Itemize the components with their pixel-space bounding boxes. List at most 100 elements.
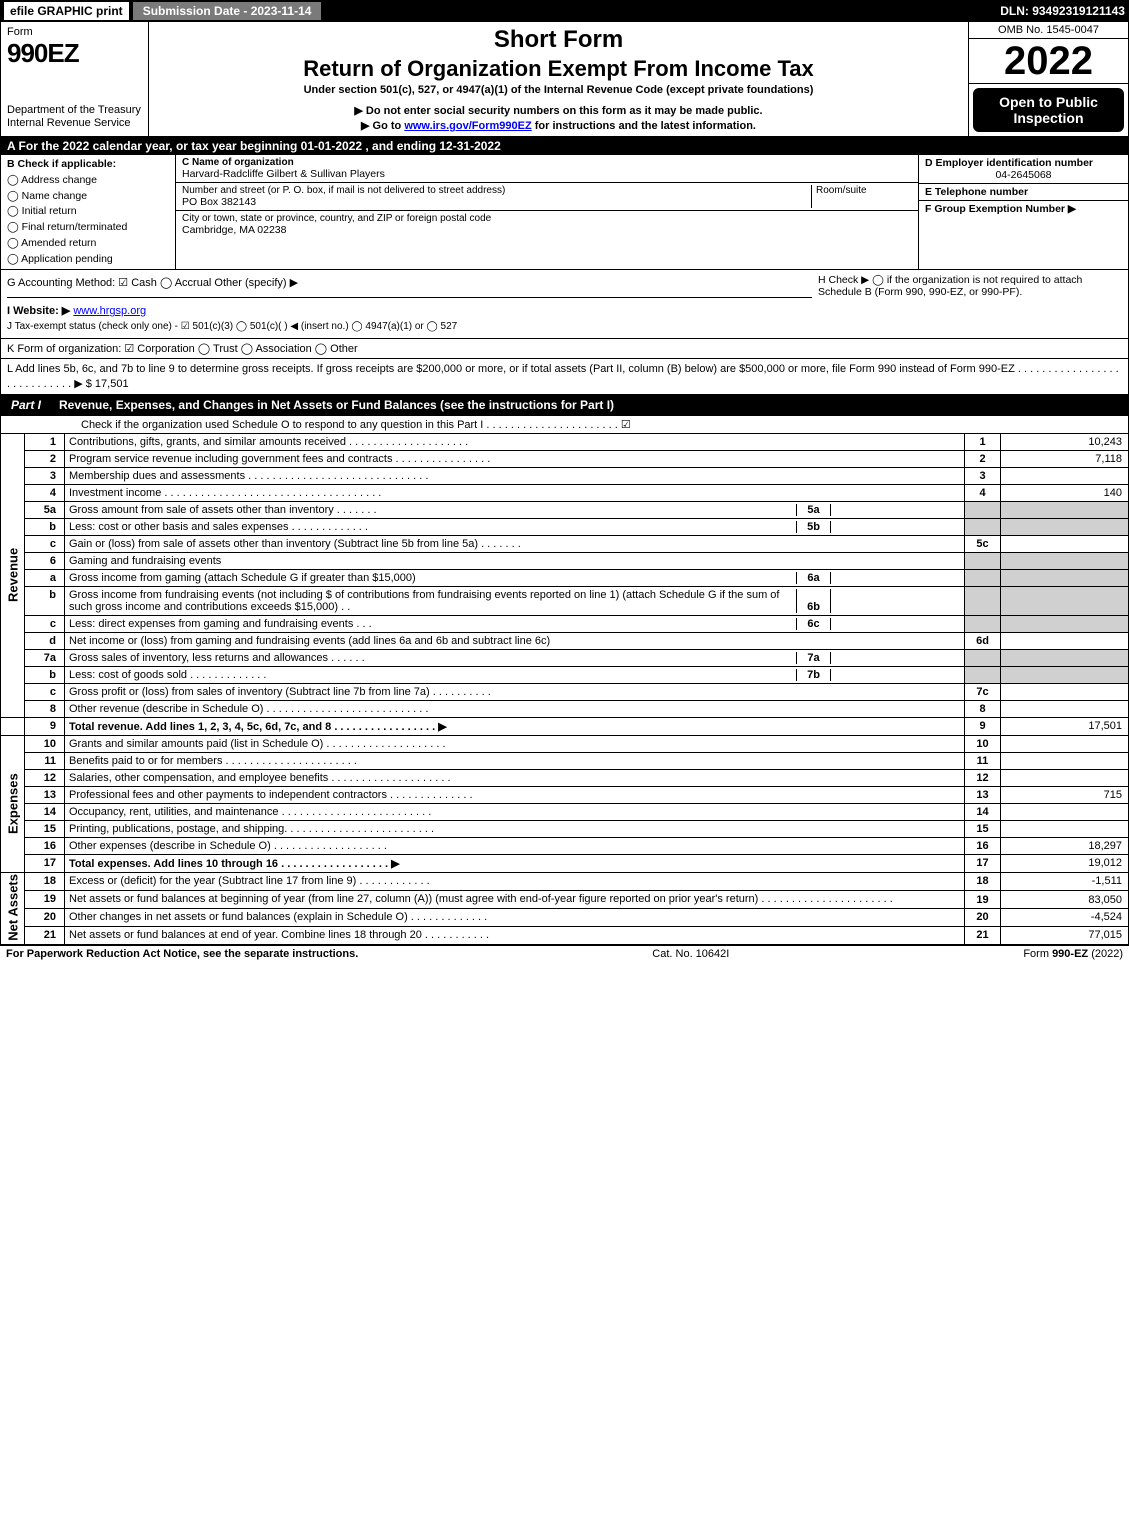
line-no: 11 — [25, 752, 65, 769]
line-val — [1001, 535, 1129, 552]
line-no: c — [25, 615, 65, 632]
line-desc: Gross amount from sale of assets other t… — [65, 501, 965, 518]
line-rn: 17 — [965, 854, 1001, 872]
line-rn: 11 — [965, 752, 1001, 769]
line-no: 15 — [25, 820, 65, 837]
line-val — [1001, 820, 1129, 837]
c-city-label: City or town, state or province, country… — [182, 213, 912, 224]
footer: For Paperwork Reduction Act Notice, see … — [0, 945, 1129, 962]
footer-left: For Paperwork Reduction Act Notice, see … — [6, 948, 358, 960]
c-name-label: C Name of organization — [182, 157, 912, 168]
line-desc: Membership dues and assessments . . . . … — [65, 467, 965, 484]
line-no: b — [25, 518, 65, 535]
line-no: 9 — [25, 717, 65, 735]
row-i: I Website: ▶ www.hrgsp.org — [7, 302, 812, 319]
line-desc: Contributions, gifts, grants, and simila… — [65, 433, 965, 450]
ein: 04-2645068 — [925, 169, 1122, 181]
irs-link[interactable]: www.irs.gov/Form990EZ — [404, 120, 531, 132]
line-val — [1001, 683, 1129, 700]
line-rn: 21 — [965, 926, 1001, 944]
chk-initial-return[interactable]: ◯ Initial return — [7, 204, 169, 220]
line-no: 4 — [25, 484, 65, 501]
line-no: 7a — [25, 649, 65, 666]
netassets-label: Net Assets — [1, 872, 25, 944]
chk-pending[interactable]: ◯ Application pending — [7, 252, 169, 268]
line-val: -1,511 — [1001, 872, 1129, 890]
expenses-label: Expenses — [1, 735, 25, 872]
line-rn: 16 — [965, 837, 1001, 854]
line-no: c — [25, 535, 65, 552]
line-rn: 10 — [965, 735, 1001, 752]
part1-title: Revenue, Expenses, and Changes in Net As… — [51, 395, 1128, 415]
line-no: c — [25, 683, 65, 700]
row-k: K Form of organization: ☑ Corporation ◯ … — [0, 339, 1129, 359]
row-h: H Check ▶ ◯ if the organization is not r… — [812, 274, 1122, 334]
line-rn: 6d — [965, 632, 1001, 649]
line-desc: Other changes in net assets or fund bala… — [65, 908, 965, 926]
line-no: 17 — [25, 854, 65, 872]
e-label: E Telephone number — [925, 186, 1122, 198]
line-val: 18,297 — [1001, 837, 1129, 854]
form-header: Form 990EZ Department of the Treasury In… — [0, 22, 1129, 137]
row-j: J Tax-exempt status (check only one) - ☑… — [7, 319, 812, 334]
line-val — [1001, 467, 1129, 484]
line-desc: Total expenses. Add lines 10 through 16 … — [65, 854, 965, 872]
row-g: G Accounting Method: ☑ Cash ◯ Accrual Ot… — [7, 274, 812, 298]
dln: DLN: 93492319121143 — [1000, 4, 1125, 18]
line-desc: Investment income . . . . . . . . . . . … — [65, 484, 965, 501]
line-rn: 13 — [965, 786, 1001, 803]
line-desc: Gross income from gaming (attach Schedul… — [65, 569, 965, 586]
line-val — [1001, 735, 1129, 752]
line-desc: Salaries, other compensation, and employ… — [65, 769, 965, 786]
d-label: D Employer identification number — [925, 157, 1122, 169]
line-val — [1001, 803, 1129, 820]
line-no: d — [25, 632, 65, 649]
line-no: 13 — [25, 786, 65, 803]
line-desc: Program service revenue including govern… — [65, 450, 965, 467]
line-val — [1001, 752, 1129, 769]
line-desc: Occupancy, rent, utilities, and maintena… — [65, 803, 965, 820]
form-label: Form — [7, 26, 142, 38]
line-no: 1 — [25, 433, 65, 450]
line-val — [1001, 632, 1129, 649]
line-desc: Less: cost or other basis and sales expe… — [65, 518, 965, 535]
under-section: Under section 501(c), 527, or 4947(a)(1)… — [304, 84, 814, 96]
line-no: 18 — [25, 872, 65, 890]
return-title: Return of Organization Exempt From Incom… — [303, 56, 814, 82]
line-rn: 15 — [965, 820, 1001, 837]
line-rn: 4 — [965, 484, 1001, 501]
line-desc: Other expenses (describe in Schedule O) … — [65, 837, 965, 854]
line-rn: 14 — [965, 803, 1001, 820]
header-right: OMB No. 1545-0047 2022 Open to Public In… — [968, 22, 1128, 136]
line-desc: Gaming and fundraising events — [65, 552, 965, 569]
line-rn: 2 — [965, 450, 1001, 467]
chk-address-change[interactable]: ◯ Address change — [7, 173, 169, 189]
revenue-label: Revenue — [1, 433, 25, 717]
box-b-label: B Check if applicable: — [7, 157, 169, 173]
line-desc: Less: direct expenses from gaming and fu… — [65, 615, 965, 632]
line-no: 2 — [25, 450, 65, 467]
box-c: C Name of organization Harvard-Radcliffe… — [176, 155, 918, 269]
chk-name-change[interactable]: ◯ Name change — [7, 189, 169, 205]
line-no: 6 — [25, 552, 65, 569]
box-def: D Employer identification number 04-2645… — [918, 155, 1128, 269]
line-rn: 7c — [965, 683, 1001, 700]
instr-goto: ▶ Go to www.irs.gov/Form990EZ for instru… — [361, 119, 756, 132]
section-b-to-f: B Check if applicable: ◯ Address change … — [0, 155, 1129, 270]
chk-amended[interactable]: ◯ Amended return — [7, 236, 169, 252]
line-val — [1001, 769, 1129, 786]
short-form-title: Short Form — [494, 26, 623, 54]
footer-center: Cat. No. 10642I — [358, 948, 1023, 960]
line-desc: Total revenue. Add lines 1, 2, 3, 4, 5c,… — [65, 717, 965, 735]
line-no: 21 — [25, 926, 65, 944]
website-link[interactable]: www.hrgsp.org — [73, 305, 146, 317]
efile-label[interactable]: efile GRAPHIC print — [4, 2, 129, 20]
line-desc: Gain or (loss) from sale of assets other… — [65, 535, 965, 552]
chk-final-return[interactable]: ◯ Final return/terminated — [7, 220, 169, 236]
line-no: 5a — [25, 501, 65, 518]
f-label: F Group Exemption Number ▶ — [925, 203, 1122, 215]
line-val: 140 — [1001, 484, 1129, 501]
line-no: 3 — [25, 467, 65, 484]
line-no: 16 — [25, 837, 65, 854]
line-no: 12 — [25, 769, 65, 786]
